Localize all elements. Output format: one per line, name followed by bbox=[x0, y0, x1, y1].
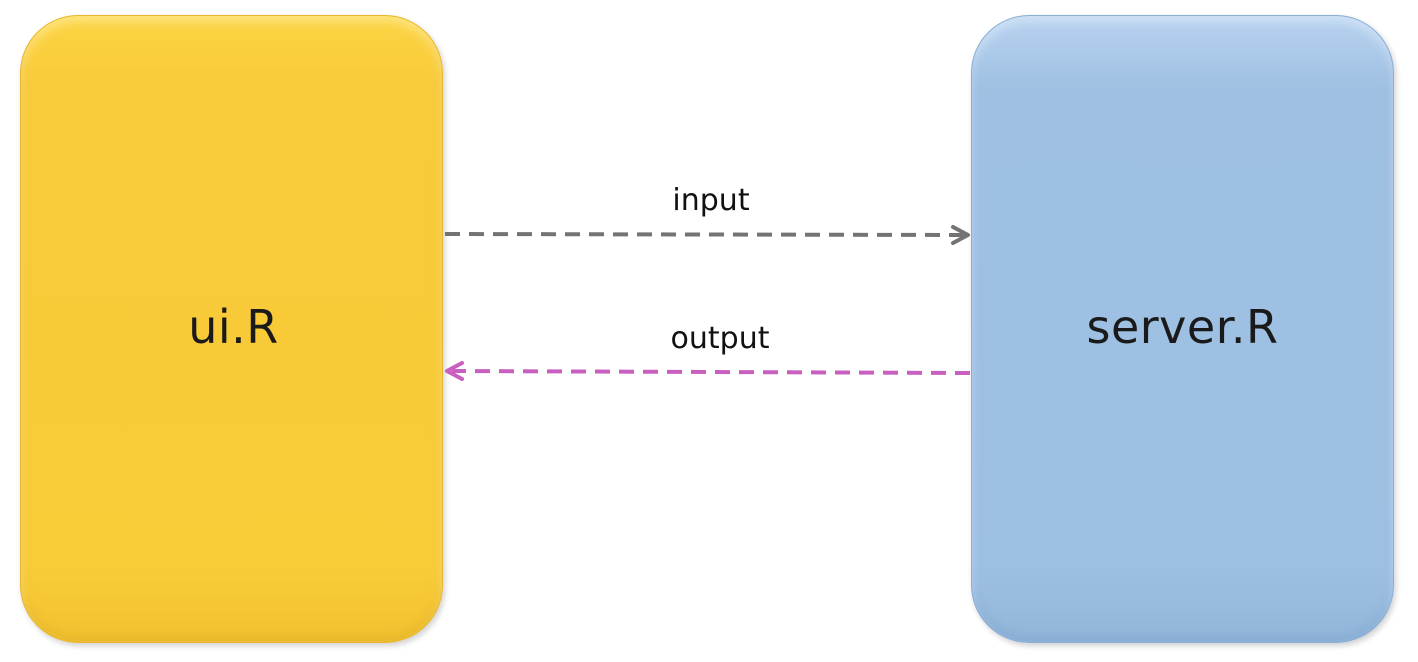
output-arrow-line bbox=[451, 369, 971, 375]
input-arrow-line bbox=[444, 232, 966, 237]
input-arrow bbox=[444, 225, 970, 245]
ui-r-label: ui.R bbox=[188, 300, 279, 354]
output-arrow-head bbox=[445, 361, 464, 381]
output-edge-label: output bbox=[670, 321, 770, 356]
server-r-node: server.R bbox=[971, 15, 1394, 643]
input-edge-label: input bbox=[672, 183, 750, 218]
server-r-label: server.R bbox=[1086, 300, 1279, 354]
input-arrow-head bbox=[951, 225, 970, 245]
output-arrow bbox=[445, 361, 971, 381]
ui-r-node: ui.R bbox=[20, 15, 443, 643]
